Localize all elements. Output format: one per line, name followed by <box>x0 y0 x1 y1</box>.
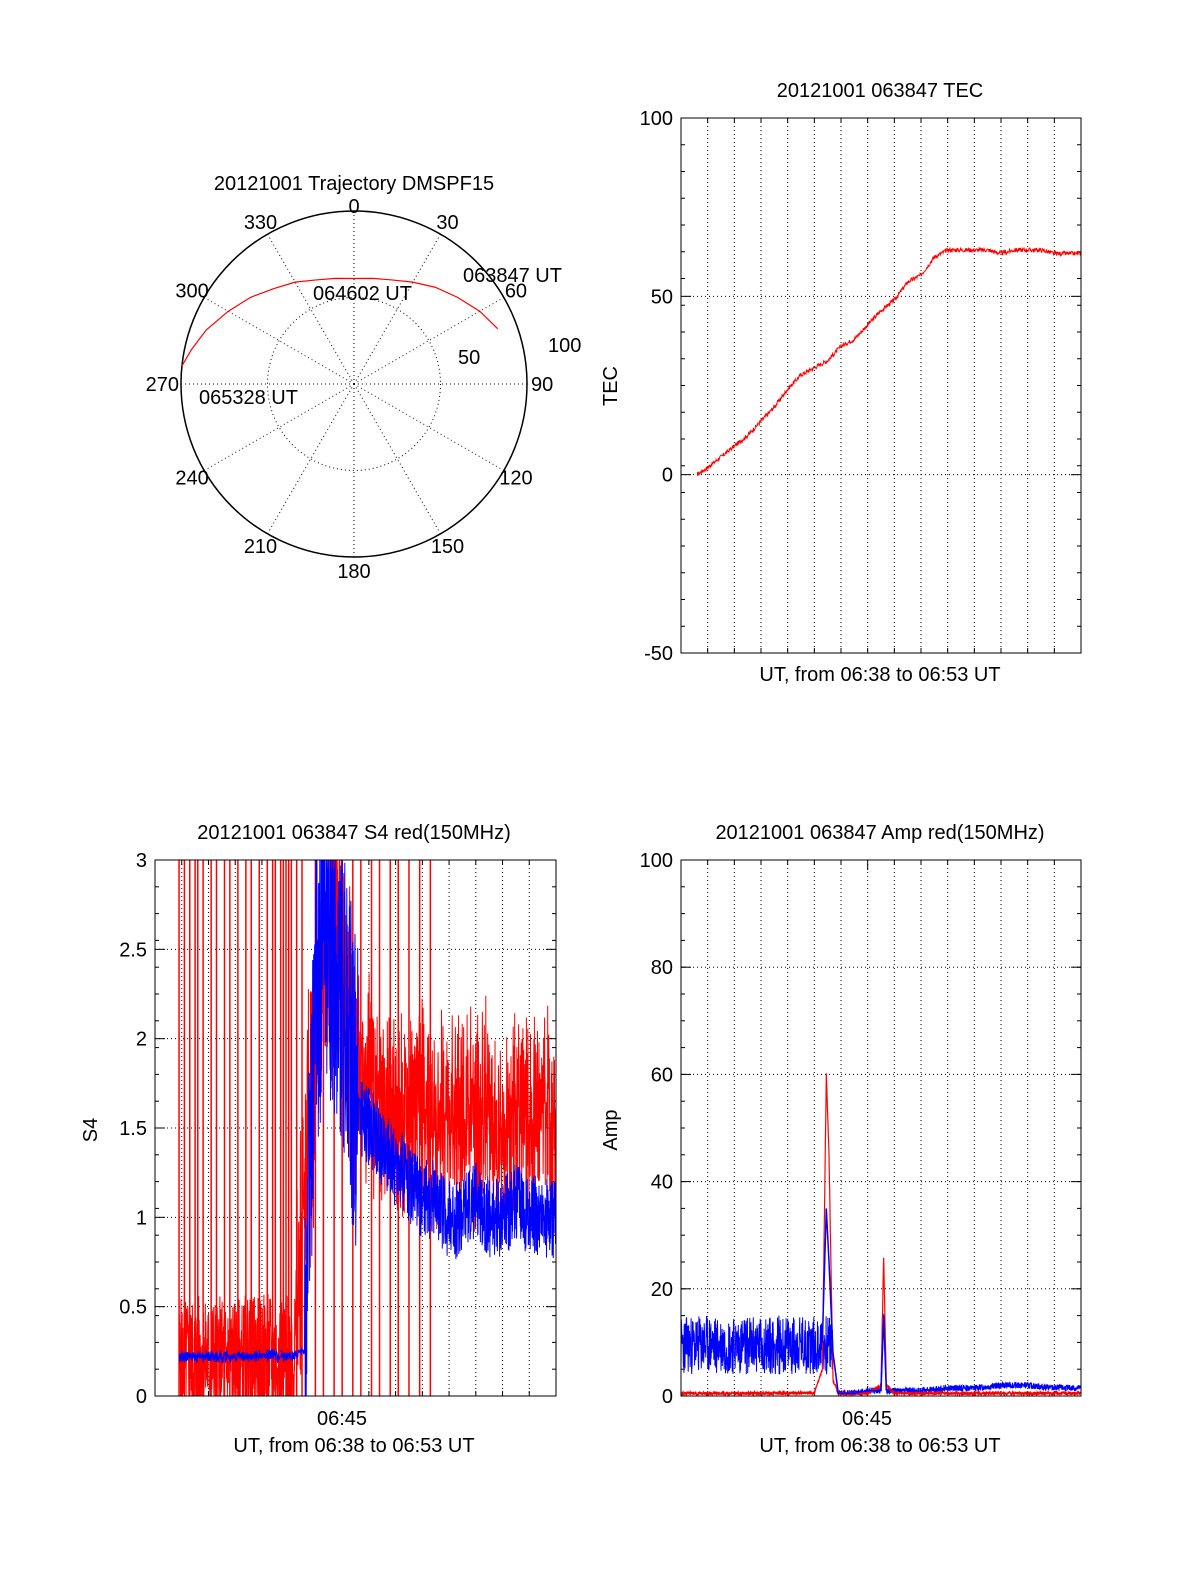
amp-ytick-label: 60 <box>651 1064 673 1086</box>
polar-angle-label-90: 90 <box>531 374 553 396</box>
polar-angle-label-120: 120 <box>499 468 532 490</box>
polar-angle-label-270: 270 <box>146 374 179 396</box>
polar-angle-label-180: 180 <box>337 561 370 583</box>
amp-ytick-label: 40 <box>651 1172 673 1194</box>
s4-ytick-label: 3 <box>136 850 147 872</box>
polar-radius-label-50: 50 <box>458 347 480 369</box>
s4-blue-line <box>178 859 557 1397</box>
tec-title: 20121001 063847 TEC <box>777 80 983 102</box>
tec-plot-frame <box>680 117 1082 654</box>
amp-y-axis-label: Amp <box>600 1109 622 1150</box>
tec-series <box>696 246 1082 477</box>
polar-spoke <box>267 383 355 535</box>
amp-y-tick-labels: 100 80 60 40 20 0 <box>640 850 673 1408</box>
s4-ytick-label: 1.5 <box>119 1118 147 1140</box>
tec-ytick-label: 0 <box>662 465 673 487</box>
polar-angle-label-0: 0 <box>348 196 359 218</box>
polar-angle-label-300: 300 <box>175 281 208 303</box>
tec-ytick-label: -50 <box>644 643 673 665</box>
polar-ring-50 <box>267 297 441 471</box>
s4-ytick-label: 2.5 <box>119 939 147 961</box>
polar-radius-label-100: 100 <box>548 335 581 357</box>
polar-grid <box>180 210 528 558</box>
polar-spoke <box>203 383 355 471</box>
polar-track-annotation-mid: 064602 UT <box>313 283 412 305</box>
polar-spoke <box>267 233 355 385</box>
polar-angle-label-330: 330 <box>244 212 277 234</box>
tec-series-line <box>696 246 1082 477</box>
s4-ytick-label: 0.5 <box>119 1297 147 1319</box>
tec-ytick-label: 50 <box>651 286 673 308</box>
polar-trajectory-line <box>181 277 499 367</box>
amp-ytick-label: 20 <box>651 1279 673 1301</box>
polar-angle-label-210: 210 <box>244 536 277 558</box>
s4-y-axis-label: S4 <box>80 1118 102 1142</box>
s4-series <box>178 859 557 1397</box>
polar-angle-label-30: 30 <box>436 212 458 234</box>
amp-plot-frame <box>680 859 1082 1397</box>
s4-ytick-label: 1 <box>136 1207 147 1229</box>
s4-ytick-label: 0 <box>136 1386 147 1408</box>
polar-angle-label-240: 240 <box>175 468 208 490</box>
tec-chart: 20121001 063847 TEC 100 50 0 -50 UT, from 0… <box>600 80 1082 686</box>
s4-plot-frame <box>154 859 557 1397</box>
polar-spoke <box>353 297 505 385</box>
tec-x-axis-label: UT, from 06:38 to 06:53 UT <box>759 664 1000 686</box>
s4-ytick-label: 2 <box>136 1029 147 1051</box>
polar-spoke <box>353 233 441 385</box>
amp-x-axis-label: UT, from 06:38 to 06:53 UT <box>759 1435 1000 1457</box>
amp-grid <box>681 859 1081 1397</box>
polar-spoke <box>203 297 355 385</box>
polar-trajectory <box>181 277 499 367</box>
amp-ytick-label: 100 <box>640 850 673 872</box>
polar-title: 20121001 Trajectory DMSPF15 <box>214 173 494 195</box>
amp-title: 20121001 063847 Amp red(150MHz) <box>715 822 1044 844</box>
s4-chart: 20121001 063847 S4 red(150MHz) 3 2.5 2 1.5 1… <box>80 822 557 1457</box>
tec-y-tick-labels: 100 50 0 -50 <box>640 108 673 665</box>
polar-angle-labels: 0 30 60 90 120 150 180 210 240 270 300 330 <box>146 196 554 583</box>
amp-x-tick-label: 06:45 <box>842 1408 892 1430</box>
tec-ytick-label: 100 <box>640 108 673 130</box>
tec-grid <box>681 117 1081 654</box>
s4-x-axis-label: UT, from 06:38 to 06:53 UT <box>233 1435 474 1457</box>
polar-spoke <box>353 383 505 471</box>
polar-track-annotation-end: 065328 UT <box>199 387 298 409</box>
polar-angle-label-60: 60 <box>505 281 527 303</box>
s4-title: 20121001 063847 S4 red(150MHz) <box>197 822 511 844</box>
polar-trajectory-chart: 20121001 Trajectory DMSPF15 0 30 60 90 120 15… <box>146 173 582 583</box>
amp-ytick-label: 0 <box>662 1386 673 1408</box>
amp-blue-spike-line <box>821 1208 888 1395</box>
amp-ytick-label: 80 <box>651 957 673 979</box>
polar-spoke <box>353 383 441 535</box>
tec-y-axis-label: TEC <box>600 366 622 406</box>
amp-blue-line <box>832 1313 1082 1397</box>
s4-y-tick-labels: 3 2.5 2 1.5 1 0.5 0 <box>119 850 147 1408</box>
s4-x-tick-label: 06:45 <box>317 1408 367 1430</box>
amp-blue-noise-band <box>680 1315 834 1375</box>
polar-angle-label-150: 150 <box>431 536 464 558</box>
amp-chart: 20121001 063847 Amp red(150MHz) 100 80 60 4… <box>600 822 1082 1457</box>
polar-track-annotation-start: 063847 UT <box>463 265 562 287</box>
amp-series <box>680 1073 1082 1398</box>
